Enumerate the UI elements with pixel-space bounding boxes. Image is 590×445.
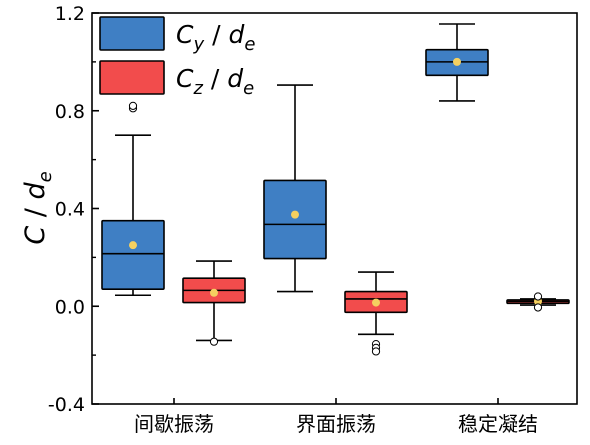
y-tick-label: 1.2	[55, 3, 85, 25]
legend-label-part: e	[243, 78, 254, 99]
legend-swatch	[99, 60, 165, 95]
plot-area	[101, 23, 570, 356]
mean-marker	[453, 57, 461, 66]
x-tick-label: 间歇振荡	[134, 412, 214, 436]
y-axis-title: C / de	[20, 171, 56, 244]
box-cz-1	[344, 271, 408, 356]
mean-marker	[372, 298, 380, 307]
legend-label-part: C	[176, 20, 194, 49]
box-cy-1	[263, 84, 327, 293]
legend-label-part: e	[244, 34, 255, 55]
legend-label-part: /	[203, 64, 227, 93]
box-cz-2	[506, 292, 570, 312]
legend-label: Cy / de	[176, 20, 255, 55]
mean-marker	[291, 210, 299, 219]
outlier-point	[371, 347, 381, 356]
outlier-point	[533, 303, 543, 312]
legend-swatch	[99, 16, 165, 51]
box-cy-2	[425, 23, 489, 102]
y-tick-label: 0.4	[55, 199, 85, 221]
y-axis: -0.4 0.0 0.4 0.8 1.2	[48, 3, 99, 416]
legend-label: Cz / de	[176, 64, 254, 99]
box-cy-0	[101, 101, 165, 297]
x-tick-label: 稳定凝结	[458, 412, 538, 436]
outlier-point	[533, 292, 543, 301]
outlier-point	[128, 101, 138, 110]
legend-label-part: d	[228, 20, 244, 49]
box	[263, 179, 327, 260]
y-tick-label: -0.4	[48, 394, 85, 416]
legend-label-part: d	[227, 64, 243, 93]
legend-label-part: y	[192, 34, 204, 55]
mean-marker	[129, 241, 137, 250]
mean-marker	[210, 288, 218, 297]
legend-label-part: z	[192, 78, 203, 99]
legend-label-part: /	[204, 20, 228, 49]
box	[101, 219, 165, 290]
y-tick-label: 0.0	[55, 296, 85, 318]
x-axis: 间歇振荡 界面振荡 稳定凝结	[134, 398, 538, 436]
legend-label-part: C	[176, 64, 194, 93]
outlier-point	[209, 337, 219, 346]
box-cz-0	[182, 260, 246, 346]
x-tick-label: 界面振荡	[296, 412, 376, 436]
y-tick-label: 0.8	[55, 101, 85, 123]
